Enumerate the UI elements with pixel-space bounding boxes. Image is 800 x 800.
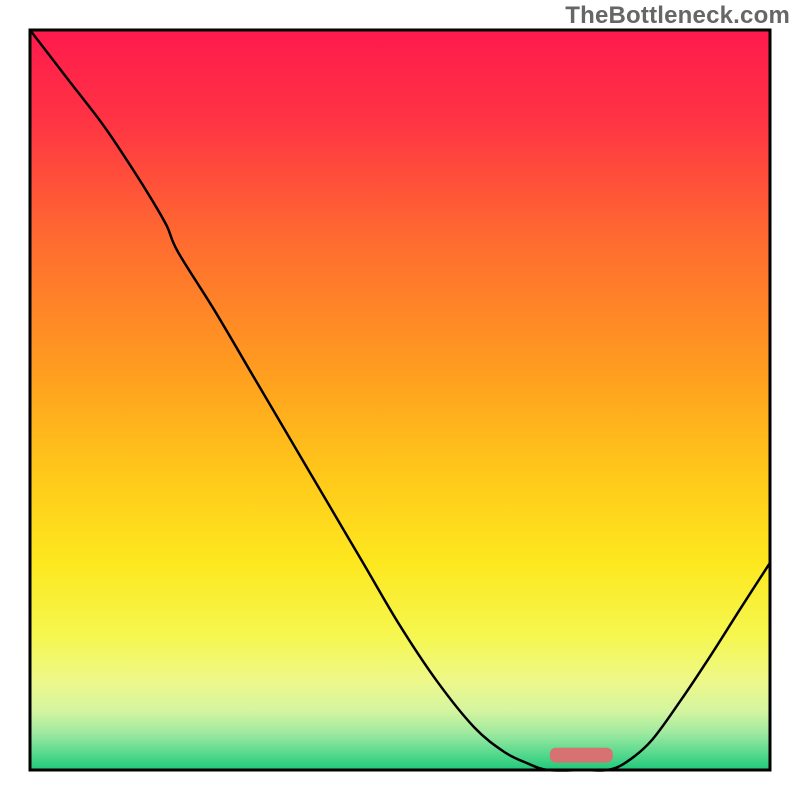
gradient-background (30, 30, 770, 770)
plot-container (0, 0, 800, 800)
chart-svg (0, 0, 800, 800)
stage: TheBottleneck.com (0, 0, 800, 800)
watermark-text: TheBottleneck.com (565, 2, 790, 30)
target-marker (550, 748, 613, 763)
